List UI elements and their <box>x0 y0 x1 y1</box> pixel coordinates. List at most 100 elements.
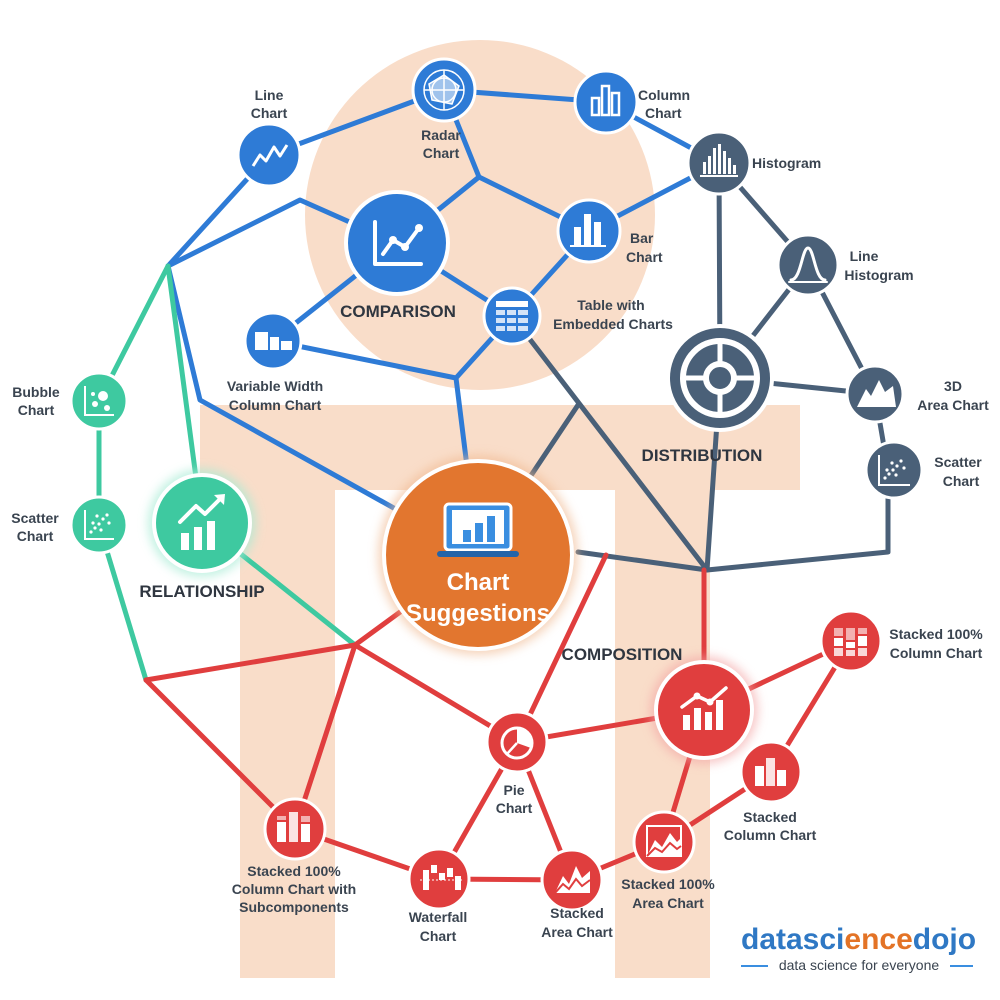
trend-up-icon <box>178 494 225 550</box>
stacked-column-node[interactable] <box>739 740 803 804</box>
center-title-line1: Chart <box>447 569 510 596</box>
scatter-right-node[interactable] <box>864 440 924 500</box>
logo-part-3: dojo <box>913 923 976 956</box>
background-left-leg <box>240 488 335 978</box>
composition-bars-icon <box>680 686 728 730</box>
stacked100-area-icon <box>646 825 682 857</box>
bubble-chart-node[interactable] <box>69 371 129 431</box>
bubble-icon <box>84 386 114 416</box>
relationship-label: RELATIONSHIP <box>139 582 264 601</box>
bar-columns-icon <box>570 214 606 247</box>
radar-chart-label-2: Chart <box>423 145 460 161</box>
datasciencedojo-logo: datasciencedojo data science for everyon… <box>741 923 976 973</box>
line-histogram-label-2: Histogram <box>844 267 913 283</box>
radar-chart-node[interactable] <box>411 57 477 123</box>
logo-tagline: data science for everyone <box>779 957 940 973</box>
bell-curve-icon <box>788 246 828 283</box>
chart-suggestions-node[interactable]: Chart Suggestions <box>378 455 578 655</box>
pie-icon <box>500 726 534 760</box>
logo-part-1: datasci <box>741 923 844 956</box>
laptop-bar-chart-icon <box>437 502 519 557</box>
zigzag-line-icon <box>251 144 289 167</box>
waterfall-label-2: Chart <box>420 928 457 944</box>
variable-width-node[interactable] <box>243 311 303 371</box>
column-chart-label-2: Chart <box>645 105 682 121</box>
stacked100-sub-label-1: Stacked 100% <box>247 863 341 879</box>
line-histogram-label-1: Line <box>850 248 879 264</box>
stacked100-area-node[interactable] <box>632 810 696 874</box>
relationship-hub[interactable] <box>148 469 256 577</box>
scatter-dots-icon <box>84 510 114 540</box>
stacked100-sub-label-3: Subcomponents <box>239 899 349 915</box>
column-chart-node[interactable] <box>573 69 639 135</box>
bar-chart-label-1: Bar <box>630 230 654 246</box>
scatter-left-label-2: Chart <box>17 528 54 544</box>
stacked-subcomponents-icon <box>277 812 310 842</box>
center-title-line2: Suggestions <box>406 600 550 627</box>
line-chart-label-1: Line <box>255 87 284 103</box>
scatter-right-label-1: Scatter <box>934 454 982 470</box>
scatter-right-label-2: Chart <box>943 473 980 489</box>
area-3d-label-1: 3D <box>944 378 962 394</box>
column-bars-icon <box>590 84 621 117</box>
comparison-label: COMPARISON <box>340 302 456 321</box>
mountain-area-icon <box>857 380 896 407</box>
logo-part-2: ence <box>844 923 912 956</box>
table-embedded-node[interactable] <box>482 286 542 346</box>
bubble-chart-label-2: Chart <box>18 402 55 418</box>
bubble-chart-label-1: Bubble <box>12 384 60 400</box>
line-histogram-node[interactable] <box>776 233 840 297</box>
stacked100-area-label-2: Area Chart <box>632 895 704 911</box>
pie-chart-label-1: Pie <box>503 782 524 798</box>
stacked100-column-label-1: Stacked 100% <box>889 626 983 642</box>
table-embedded-label-2: Embedded Charts <box>553 316 673 332</box>
waterfall-icon <box>420 865 462 890</box>
logo-wordmark: datasciencedojo <box>741 923 976 956</box>
stacked100-column-node[interactable] <box>819 609 883 673</box>
distribution-hub[interactable] <box>666 324 774 432</box>
line-chart-node[interactable] <box>236 122 302 188</box>
radar-chart-label-1: Radar <box>421 127 461 143</box>
scatter-left-node[interactable] <box>69 495 129 555</box>
donut-chart-icon <box>680 338 760 418</box>
background-circle <box>305 40 655 390</box>
stacked100-sub-node[interactable] <box>263 797 327 861</box>
variable-width-label-2: Column Chart <box>229 397 322 413</box>
scatter-left-label-1: Scatter <box>11 510 59 526</box>
bar-chart-label-2: Chart <box>626 249 663 265</box>
stacked-area-label-1: Stacked <box>550 905 604 921</box>
composition-label: COMPOSITION <box>562 645 683 664</box>
stacked-area-node[interactable] <box>540 848 604 912</box>
table-grid-icon <box>496 301 528 331</box>
stacked-column-icon <box>755 758 786 786</box>
area-3d-label-2: Area Chart <box>917 397 989 413</box>
histogram-icon <box>700 144 738 177</box>
stacked-area-label-2: Area Chart <box>541 924 613 940</box>
line-chart-label-2: Chart <box>251 105 288 121</box>
scatter-dots-icon <box>878 455 910 486</box>
bar-chart-node[interactable] <box>556 198 622 264</box>
histogram-node[interactable] <box>686 130 752 196</box>
radar-icon <box>423 69 465 111</box>
stacked-column-label-1: Stacked <box>743 809 797 825</box>
distribution-label: DISTRIBUTION <box>642 446 763 465</box>
stacked-columns-icon <box>834 628 867 656</box>
pie-chart-label-2: Chart <box>496 800 533 816</box>
column-chart-label-1: Column <box>638 87 690 103</box>
composition-hub[interactable] <box>650 656 758 764</box>
pie-chart-node[interactable] <box>485 710 549 774</box>
stacked-column-label-2: Column Chart <box>724 827 817 843</box>
variable-width-label-1: Variable Width <box>227 378 323 394</box>
comparison-hub[interactable] <box>344 190 450 296</box>
stacked100-sub-label-2: Column Chart with <box>232 881 356 897</box>
stacked-area-icon <box>554 866 591 894</box>
line-trend-icon <box>373 220 423 266</box>
histogram-label: Histogram <box>752 155 821 171</box>
waterfall-node[interactable] <box>407 847 471 911</box>
variable-width-bars-icon <box>255 332 292 350</box>
area-3d-node[interactable] <box>845 364 905 424</box>
stacked100-column-label-2: Column Chart <box>890 645 983 661</box>
table-embedded-label-1: Table with <box>577 297 644 313</box>
stacked100-area-label-1: Stacked 100% <box>621 876 715 892</box>
